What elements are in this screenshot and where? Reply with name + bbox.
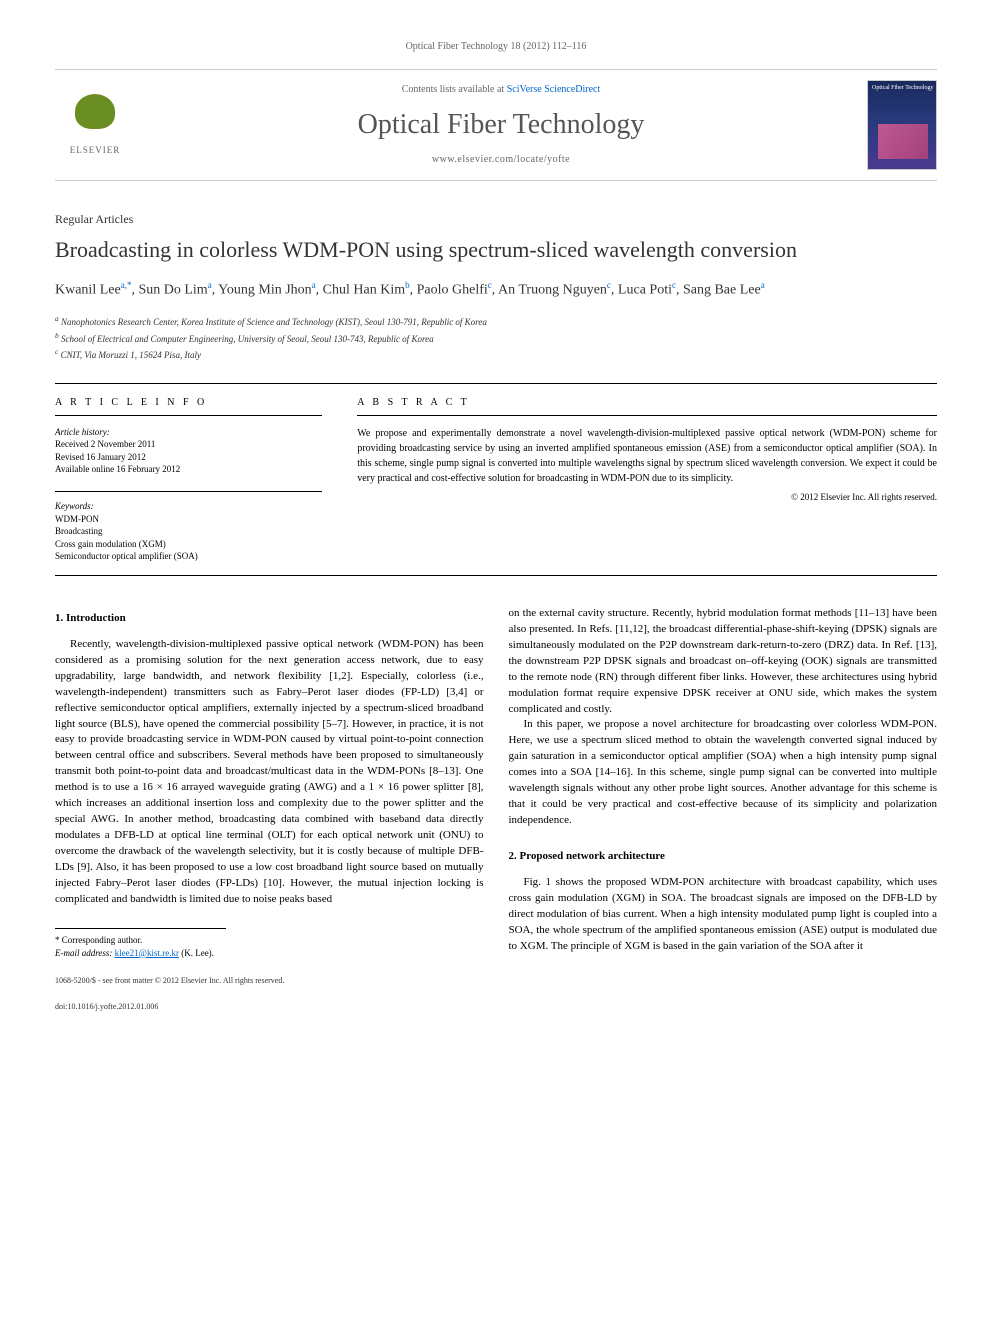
corresponding-email-line: E-mail address: klee21@kist.re.kr (K. Le… [55,947,484,960]
revised-date: Revised 16 January 2012 [55,451,322,464]
corresponding-label: * Corresponding author. [55,934,484,947]
contents-available: Contents lists available at SciVerse Sci… [135,83,867,97]
email-suffix: (K. Lee). [181,948,214,958]
elsevier-tree-icon [70,94,120,144]
citation-header: Optical Fiber Technology 18 (2012) 112–1… [55,40,937,54]
affiliation-c: c CNIT, Via Moruzzi 1, 15624 Pisa, Italy [55,346,937,363]
keyword: Cross gain modulation (XGM) [55,538,322,551]
article-info-sidebar: A R T I C L E I N F O Article history: R… [55,384,337,575]
abstract-copyright: © 2012 Elsevier Inc. All rights reserved… [357,491,937,504]
affiliation-b: b School of Electrical and Computer Engi… [55,330,937,347]
received-date: Received 2 November 2011 [55,438,322,451]
article-title: Broadcasting in colorless WDM-PON using … [55,236,937,265]
keywords-section: Keywords: WDM-PON Broadcasting Cross gai… [55,491,322,563]
masthead: ELSEVIER Contents lists available at Sci… [55,69,937,181]
abstract-text: We propose and experimentally demonstrat… [357,426,937,486]
contents-prefix: Contents lists available at [402,84,507,95]
author-aff: a [208,280,212,290]
author-aff: a,* [121,280,132,290]
author-aff: a [312,280,316,290]
publisher-logo: ELSEVIER [55,85,135,165]
body-columns: 1. Introduction Recently, wavelength-div… [55,606,937,1013]
author-aff: a [761,280,765,290]
author: An Truong Nguyen [498,283,607,298]
abstract-heading: A B S T R A C T [357,396,937,416]
info-abstract-row: A R T I C L E I N F O Article history: R… [55,383,937,576]
architecture-heading: 2. Proposed network architecture [509,849,938,865]
abstract-column: A B S T R A C T We propose and experimen… [337,384,937,575]
author-aff: c [672,280,676,290]
left-column: 1. Introduction Recently, wavelength-div… [55,606,484,1013]
author: Paolo Ghelfi [417,283,488,298]
issn-line: 1068-5200/$ - see front matter © 2012 El… [55,975,484,987]
affiliation-a: a Nanophotonics Research Center, Korea I… [55,313,937,330]
author-aff: b [405,280,410,290]
keyword: Broadcasting [55,525,322,538]
affiliations: a Nanophotonics Research Center, Korea I… [55,313,937,363]
keyword: WDM-PON [55,513,322,526]
intro-heading: 1. Introduction [55,611,484,627]
sciencedirect-link[interactable]: SciVerse ScienceDirect [507,84,601,95]
col2-paragraph-2: In this paper, we propose a novel archit… [509,717,938,829]
corresponding-author-note: * Corresponding author. E-mail address: … [55,928,484,960]
corresponding-email[interactable]: klee21@kist.re.kr [115,948,179,958]
author-aff: c [488,280,492,290]
page-container: Optical Fiber Technology 18 (2012) 112–1… [0,0,992,1053]
author: Sang Bae Lee [683,283,761,298]
author: Chul Han Kim [323,283,405,298]
keyword: Semiconductor optical amplifier (SOA) [55,550,322,563]
architecture-paragraph: Fig. 1 shows the proposed WDM-PON archit… [509,875,938,955]
author: Sun Do Lim [138,283,207,298]
publisher-name: ELSEVIER [70,144,121,157]
intro-paragraph: Recently, wavelength-division-multiplexe… [55,637,484,908]
col2-continuation-paragraph: on the external cavity structure. Recent… [509,606,938,718]
email-label: E-mail address: [55,948,112,958]
article-type: Regular Articles [55,211,937,228]
author: Young Min Jhon [218,283,312,298]
author: Kwanil Lee [55,283,121,298]
online-date: Available online 16 February 2012 [55,463,322,476]
author-list: Kwanil Leea,*, Sun Do Lima, Young Min Jh… [55,279,937,301]
journal-cover-thumbnail: Optical Fiber Technology [867,80,937,170]
author-aff: c [607,280,611,290]
history-label: Article history: [55,426,322,439]
keywords-label: Keywords: [55,500,322,513]
right-column: on the external cavity structure. Recent… [509,606,938,1013]
article-info-heading: A R T I C L E I N F O [55,396,322,416]
masthead-center: Contents lists available at SciVerse Sci… [135,83,867,166]
journal-url[interactable]: www.elsevier.com/locate/yofte [135,153,867,167]
cover-title-text: Optical Fiber Technology [872,85,933,92]
doi-line: doi:10.1016/j.yofte.2012.01.006 [55,1001,484,1013]
author: Luca Poti [618,283,672,298]
journal-title: Optical Fiber Technology [135,105,867,144]
